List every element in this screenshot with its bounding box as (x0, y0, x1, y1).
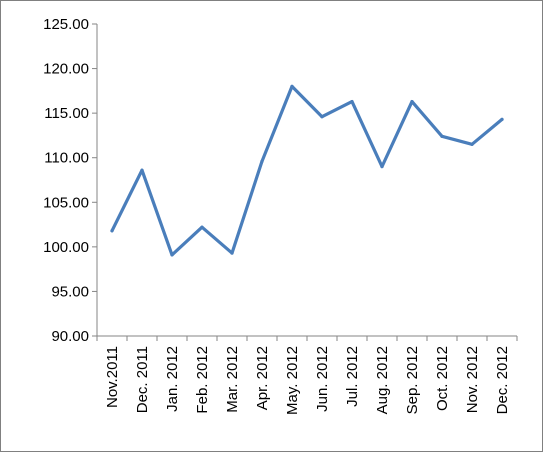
x-tick-label: Aug. 2012 (374, 346, 391, 414)
data-point (200, 225, 204, 229)
y-tick-label: 115.00 (44, 105, 89, 122)
y-tick-label: 100.00 (43, 239, 89, 256)
series-line (110, 84, 504, 257)
data-point (470, 142, 474, 146)
data-point (500, 117, 504, 121)
x-tick-label: Nov.2011 (104, 346, 121, 408)
x-tick-label: Jan. 2012 (164, 346, 181, 412)
data-point (320, 115, 324, 119)
x-tick-label: Mar. 2012 (224, 346, 241, 413)
x-tick-label: Apr. 2012 (254, 346, 271, 410)
data-point (350, 99, 354, 104)
data-point (260, 159, 264, 163)
y-tick-label: 90.00 (51, 328, 89, 345)
data-point (410, 99, 414, 104)
x-tick-label: Nov. 2012 (464, 346, 481, 413)
data-point (140, 168, 144, 172)
x-tick-label: May. 2012 (284, 346, 301, 415)
x-tick-label: Oct. 2012 (434, 346, 451, 411)
data-point (110, 229, 114, 233)
x-axis-ticks: Nov.2011 Dec. 2011 Jan. 2012 Feb. 2012 Mar. … (96, 336, 518, 415)
series-group (110, 84, 504, 257)
axes (96, 24, 517, 337)
y-tick-label: 105.00 (43, 194, 89, 211)
y-axis-ticks: 90.00 95.00 100.00 105.00 110.00 115.00 120.00… (43, 16, 97, 345)
y-tick-label: 95.00 (51, 283, 89, 300)
x-tick-label: Dec. 2011 (134, 346, 151, 413)
data-point (440, 134, 444, 138)
y-tick-label: 110.00 (44, 150, 89, 167)
x-tick-label: Jun. 2012 (314, 346, 331, 412)
data-point (290, 84, 294, 88)
data-point (170, 253, 174, 257)
x-tick-label: Feb. 2012 (194, 346, 211, 414)
data-point (380, 165, 384, 169)
x-tick-label: Sep. 2012 (404, 346, 421, 414)
x-tick-label: Dec. 2012 (494, 346, 511, 414)
data-point (230, 251, 234, 255)
y-tick-label: 120.00 (43, 61, 89, 78)
y-tick-label: 125.00 (43, 16, 89, 33)
x-tick-label: Jul. 2012 (344, 346, 361, 407)
